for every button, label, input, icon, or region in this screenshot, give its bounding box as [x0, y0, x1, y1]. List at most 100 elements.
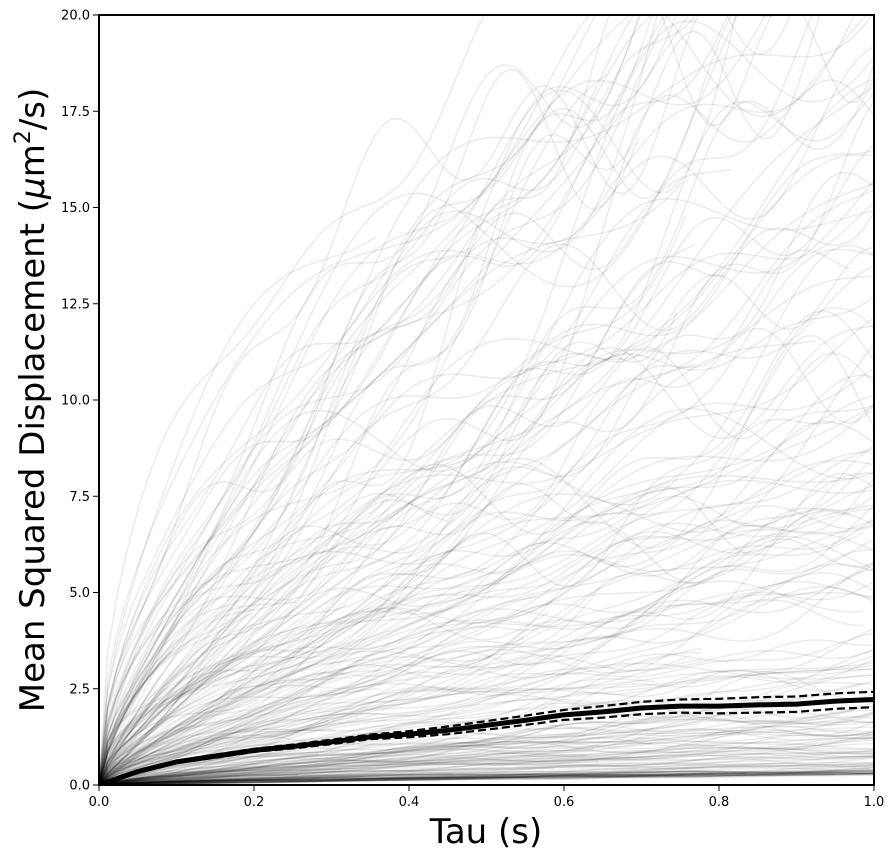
msd-track-line: [99, 718, 874, 785]
msd-track-line: [99, 643, 275, 785]
msd-track-line: [99, 765, 874, 785]
msd-track-line: [99, 768, 874, 785]
msd-track-line: [99, 658, 703, 785]
msd-track-line: [99, 504, 874, 785]
msd-track-line: [99, 632, 874, 785]
msd-track-line: [99, 418, 836, 785]
msd-track-line: [99, 761, 874, 785]
msd-track-line: [99, 772, 834, 785]
msd-track-line: [99, 775, 532, 785]
msd-track-line: [99, 472, 874, 785]
msd-track-line: [99, 773, 874, 785]
msd-track-line: [99, 772, 874, 785]
msd-track-line: [99, 749, 874, 785]
msd-track-line: [99, 769, 874, 785]
msd-track-line: [99, 729, 874, 785]
msd-track-line: [99, 603, 348, 785]
y-tick-label: 5.0: [69, 586, 90, 601]
msd-track-line: [99, 367, 874, 785]
msd-track-line: [99, 711, 874, 785]
y-tick-label: 20.0: [61, 9, 90, 24]
msd-track-line: [99, 563, 874, 785]
msd-track-line: [99, 767, 637, 785]
msd-track-line: [99, 773, 714, 785]
x-tick-label: 0.0: [89, 795, 110, 810]
msd-track-line: [99, 772, 874, 785]
msd-track-line: [99, 752, 874, 785]
msd-track-line: [99, 769, 342, 785]
msd-track-line: [99, 197, 874, 785]
msd-track-line: [99, 533, 469, 785]
msd-track-line: [99, 549, 874, 785]
msd-track-line: [99, 667, 874, 785]
msd-track-line: [99, 181, 683, 785]
msd-track-line: [99, 74, 608, 785]
msd-track-line: [99, 15, 791, 785]
msd-track-line: [99, 682, 864, 785]
msd-track-line: [99, 15, 658, 785]
msd-track-line: [99, 517, 874, 785]
msd-track-line: [99, 15, 640, 785]
msd-track-line: [99, 15, 597, 785]
msd-track-line: [99, 484, 874, 785]
y-axis-label-unit: m: [13, 144, 53, 177]
msd-track-line: [99, 492, 449, 785]
msd-track-line: [99, 374, 874, 785]
msd-track-line: [99, 211, 874, 785]
msd-track-line: [99, 310, 874, 785]
msd-track-line: [99, 757, 874, 785]
msd-track-line: [99, 264, 874, 785]
msd-track-line: [99, 727, 874, 785]
y-tick-label: 15.0: [61, 201, 90, 216]
msd-track-line: [99, 766, 705, 785]
mean-msd-line: [99, 697, 874, 785]
msd-track-line: [99, 764, 874, 785]
msd-track-line: [99, 189, 874, 785]
msd-track-line: [99, 748, 594, 785]
msd-track-line: [99, 772, 748, 785]
msd-track-line: [99, 771, 874, 785]
msd-track-line: [99, 733, 586, 785]
msd-track-line: [99, 15, 635, 785]
msd-track-line: [99, 77, 874, 785]
msd-track-line: [99, 15, 653, 785]
msd-track-line: [99, 505, 874, 785]
msd-track-line: [99, 249, 851, 785]
msd-track-line: [99, 750, 874, 785]
msd-track-line: [99, 510, 852, 785]
msd-track-line: [99, 445, 874, 785]
msd-track-line: [99, 648, 702, 785]
msd-track-line: [99, 530, 874, 785]
msd-track-line: [99, 587, 468, 785]
msd-track-line: [99, 776, 321, 785]
msd-track-line: [99, 523, 220, 785]
msd-track-line: [99, 346, 874, 785]
msd-track-line: [99, 763, 874, 785]
msd-track-line: [99, 100, 874, 785]
msd-track-line: [99, 711, 874, 785]
msd-track-line: [99, 759, 599, 785]
msd-track-line: [99, 772, 874, 785]
msd-track-line: [99, 673, 344, 785]
msd-track-line: [99, 171, 874, 785]
y-tick-label: 10.0: [61, 394, 90, 409]
msd-track-line: [99, 733, 874, 785]
msd-track-line: [99, 479, 874, 785]
msd-track-line: [99, 153, 874, 785]
msd-track-line: [99, 535, 874, 785]
msd-track-line: [99, 661, 874, 785]
msd-track-line: [99, 507, 874, 785]
msd-track-line: [99, 456, 874, 785]
y-tick-label: 12.5: [61, 297, 90, 312]
msd-track-line: [99, 771, 801, 785]
y-tick-label: 7.5: [69, 490, 90, 505]
msd-track-line: [99, 773, 874, 785]
msd-track-line: [99, 451, 874, 785]
msd-track-line: [99, 568, 874, 785]
msd-track-line: [99, 774, 299, 785]
msd-track-line: [99, 767, 870, 785]
msd-track-line: [99, 753, 319, 785]
msd-track-line: [99, 664, 872, 785]
msd-track-line: [99, 92, 874, 785]
msd-track-line: [99, 769, 874, 785]
